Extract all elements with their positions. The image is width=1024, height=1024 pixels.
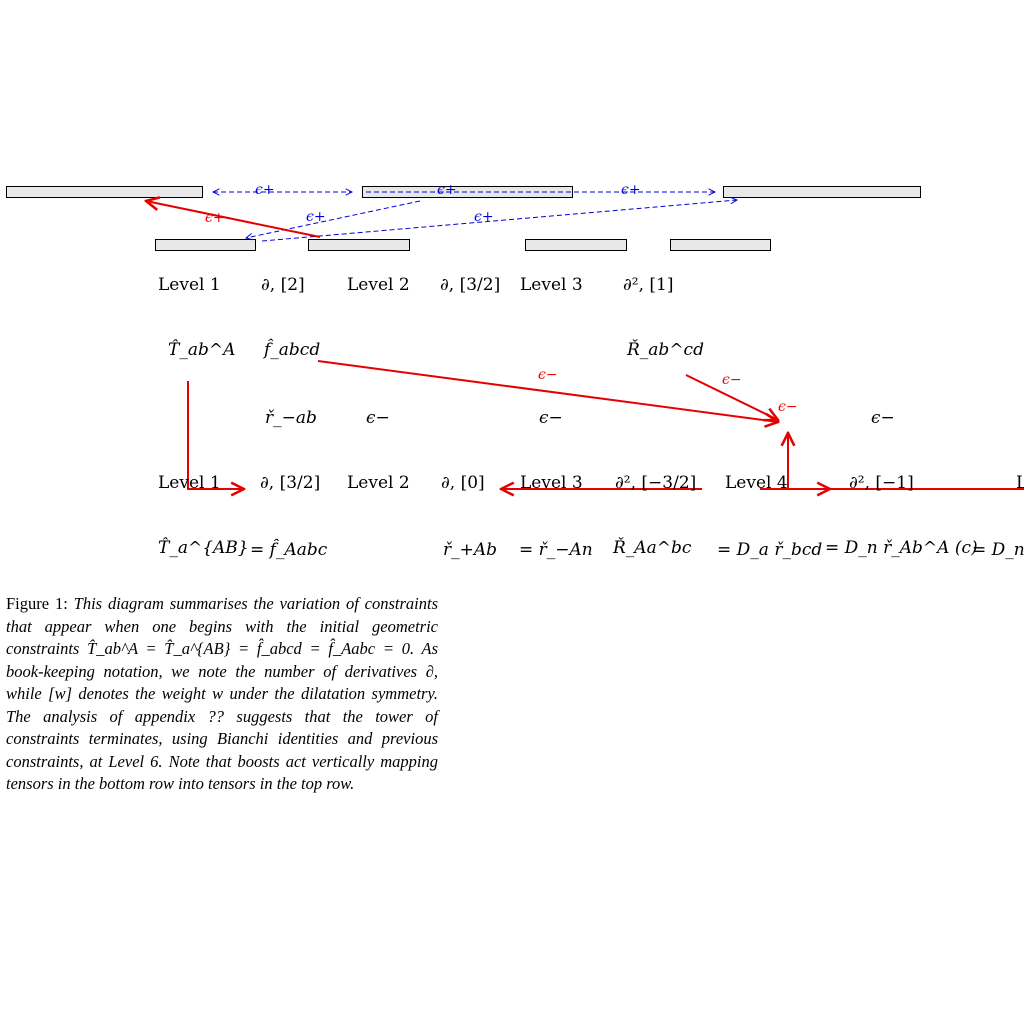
eps-minus-label: ϵ− [778,399,798,415]
level-label: Level 1 [158,275,221,295]
level-label: Level 3 [520,275,583,295]
blue-arrow-3 [246,200,421,238]
tensor-Dr-Ab: = D_n ř_Ab^A (c) [825,538,978,558]
weight-label: ∂², [−3/2] [615,473,697,493]
eps-plus-label: ϵ+ [205,210,225,226]
eps-plus-label: ϵ+ [437,182,457,198]
box-top-right [723,186,921,198]
box-top-middle [362,186,573,198]
tensor-T-hat-AB: T̂_a^{AB} [158,538,249,558]
red-arrow-top [146,201,321,238]
eps-minus-label: ϵ− [538,367,558,383]
red-arrow-R-to-node [685,374,778,420]
tensor-D-cut: = D_n, [972,540,1024,560]
eps-plus-label: ϵ+ [306,209,326,225]
red-arrow-elbow [187,381,244,489]
tensor-R-check-Aa: Ř_Aa^bc [613,538,692,558]
weight-label: ∂, [0] [441,473,485,493]
tensor-r-check: ř_−ab [265,408,317,428]
eps-plus-label: ϵ+ [621,182,641,198]
blue-arrow-4 [261,200,737,242]
level-label: Level 4 [725,473,788,493]
tensor-T-hat: T̂_ab^A [168,340,236,360]
box-second-4 [670,239,771,251]
level-label-cut: L [1016,473,1024,493]
tensor-r-plus: ř_+Ab [443,540,498,560]
tensor-Dr-bcd: = D_a ř_bcd [717,540,823,560]
caption-text: This diagram summarises the variation of… [6,594,439,793]
level-label: Level 3 [520,473,583,493]
tensor-r-minus: = ř_−An [519,540,593,560]
weight-label: ∂, [3/2] [260,473,321,493]
tensor-f-hat-Aabc: = f̂_Aabc [250,540,328,560]
figure-caption: Figure 1: This diagram summarises the va… [6,593,438,796]
box-second-2 [308,239,410,251]
level-label: Level 2 [347,275,410,295]
weight-label: ∂, [2] [261,275,305,295]
tensor-f-hat: f̂_abcd [264,340,321,360]
level-label: Level 1 [158,473,221,493]
weight-label: ∂, [3/2] [440,275,501,295]
eps-plus-label: ϵ+ [255,182,275,198]
box-second-3 [525,239,627,251]
weight-label: ∂², [1] [623,275,674,295]
eps-minus-label: ϵ− [722,372,742,388]
box-top-left [6,186,203,198]
red-arrow-f-to-node [317,360,778,422]
eps-minus: ϵ− [871,408,895,428]
eps-minus: ϵ− [539,408,563,428]
box-second-1 [155,239,256,251]
eps-plus-label: ϵ+ [474,209,494,225]
level-label: Level 2 [347,473,410,493]
tensor-R-check: Ř_ab^cd [627,340,704,360]
caption-label: Figure 1: [6,594,68,613]
eps-minus: ϵ− [366,408,390,428]
weight-label: ∂², [−1] [849,473,914,493]
